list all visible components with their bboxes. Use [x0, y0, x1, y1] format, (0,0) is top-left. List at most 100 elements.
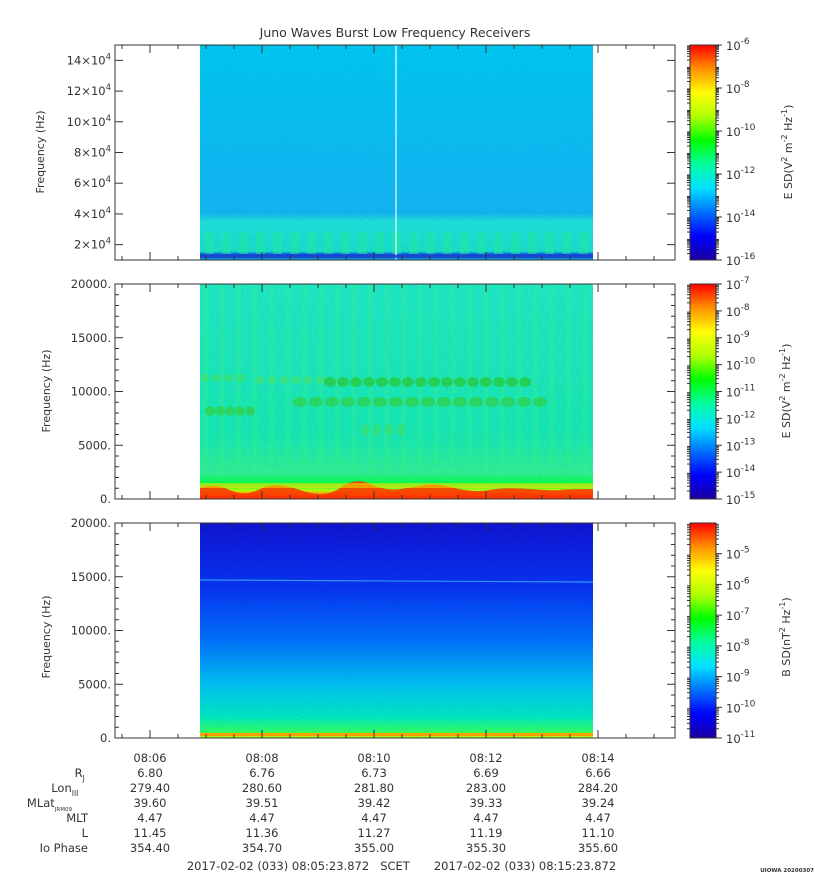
emission-blob: [293, 397, 307, 407]
ephemeris-value: 11.19: [470, 826, 503, 840]
panel-3: 0. 5000. 10000. 15000. 20000. Frequency (Hz)…: [40, 516, 793, 746]
emission-blob: [376, 377, 388, 387]
scet-label: SCET: [380, 859, 411, 873]
ephemeris-value: 11.45: [134, 826, 167, 840]
emission-blob: [385, 424, 393, 436]
ephemeris-value: 11.10: [582, 826, 615, 840]
ephemeris-value: 355.30: [466, 841, 506, 855]
y-tick-label: 15000.: [71, 331, 111, 345]
harmonic-stripe: [579, 232, 588, 254]
colorbar-tick-label: 10-10: [726, 699, 756, 715]
emission-blob: [309, 397, 323, 407]
scet-line: 2017-02-02 (033) 08:05:23.872 SCET 2017-…: [187, 859, 616, 873]
time-tick-label: 08:08: [245, 751, 278, 765]
panel-3-noise: [200, 523, 593, 738]
ephemeris-value: 39.60: [134, 796, 167, 810]
emission-blob: [397, 424, 405, 436]
emission-blob: [315, 376, 325, 384]
vertical-streak: [533, 284, 538, 474]
emission-blob: [373, 397, 387, 407]
emission-blob: [245, 406, 255, 416]
harmonic-stripe: [460, 232, 469, 254]
panel-1-colorbar-label: E SD(V2 m-2 Hz-1): [780, 105, 795, 200]
ephemeris-value: 4.47: [361, 811, 387, 825]
ephemeris-value: 4.47: [137, 811, 163, 825]
harmonic-stripe: [545, 232, 554, 254]
y-tick-label: 20000.: [71, 277, 111, 291]
emission-blob: [267, 376, 277, 384]
vertical-streak: [219, 284, 225, 474]
colorbar-tick-label: 10-11: [726, 384, 755, 400]
emission-blob: [421, 397, 435, 407]
ephemeris-value: 39.42: [358, 796, 391, 810]
ephemeris-value: 283.00: [466, 781, 506, 795]
emission-blob: [405, 397, 419, 407]
ephemeris-value: 11.36: [246, 826, 279, 840]
emission-blob: [469, 397, 483, 407]
ephemeris-value: 354.70: [242, 841, 282, 855]
ephemeris-value: 280.60: [242, 781, 282, 795]
y-tick-label: 12×104: [67, 83, 111, 98]
ephemeris-value: 354.40: [130, 841, 170, 855]
colorbar-tick-label: 10-10: [726, 357, 756, 373]
ephemeris-value: 4.47: [585, 811, 611, 825]
emission-blob: [212, 374, 222, 382]
panel-2-noise: [200, 284, 593, 499]
narrowband-line: [199, 579, 594, 583]
y-tick-label: 10×104: [67, 114, 111, 129]
ephemeris-row-label: L: [82, 826, 89, 840]
harmonic-stripe: [528, 232, 537, 254]
emission-blob: [361, 424, 369, 436]
time-tick-label: 08:10: [357, 751, 390, 765]
harmonic-stripe: [324, 232, 333, 254]
colorbar-tick-label: 10-6: [726, 37, 750, 53]
emission-blob: [437, 397, 451, 407]
emission-blob: [363, 377, 375, 387]
ephemeris-value: 6.66: [585, 766, 611, 780]
emission-blob: [200, 374, 210, 382]
harmonic-stripe: [222, 232, 231, 254]
colorbar-tick-label: 10-9: [726, 669, 750, 685]
emission-blob: [517, 397, 531, 407]
ephemeris-value: 6.73: [361, 766, 387, 780]
emission-blob: [441, 377, 453, 387]
emission-blob: [341, 397, 355, 407]
panel-1-ylabel: Frequency (Hz): [34, 111, 47, 194]
colorbar-tick-label: 10-13: [726, 437, 755, 453]
colorbar-tick-label: 10-10: [726, 123, 756, 139]
emission-blob: [373, 424, 381, 436]
y-tick-label: 8×104: [74, 145, 111, 160]
panel-1-colorbar: [689, 44, 717, 261]
colorbar-tick-label: 10-8: [726, 80, 750, 96]
emission-blob: [303, 376, 313, 384]
ephemeris-value: 279.40: [130, 781, 170, 795]
emission-blob: [402, 377, 414, 387]
harmonic-stripe: [341, 232, 350, 254]
ephemeris-value: 6.76: [249, 766, 275, 780]
ephemeris-value: 39.51: [246, 796, 279, 810]
harmonic-stripe: [477, 232, 486, 254]
emission-blob: [533, 397, 547, 407]
colorbar-tick-label: 10-15: [726, 491, 755, 507]
low-frequency-band: [200, 481, 593, 499]
emission-blob: [389, 377, 401, 387]
ephemeris-value: 6.69: [473, 766, 499, 780]
harmonic-stripe: [256, 232, 265, 254]
emission-blob: [224, 374, 234, 382]
panel-2-colorbar-label: E SD(V2 m-2 Hz-1): [778, 344, 793, 439]
scet-end: 2017-02-02 (033) 08:15:23.872: [434, 859, 616, 873]
emission-blob: [357, 397, 371, 407]
y-tick-label: 10000.: [71, 624, 111, 638]
emission-blob: [480, 377, 492, 387]
panel-2: 0. 5000. 10000. 15000. 20000. Frequency (Hz)…: [40, 276, 793, 507]
emission-blob: [291, 376, 301, 384]
emission-blob: [415, 377, 427, 387]
harmonic-stripe: [443, 232, 452, 254]
vertical-streak: [566, 284, 571, 474]
ephemeris-row-label: LonIII: [51, 781, 78, 798]
emission-blob: [493, 377, 505, 387]
colorbar-tick-label: 10-7: [726, 607, 750, 623]
y-tick-label: 0.: [100, 492, 111, 506]
emission-blob: [389, 397, 403, 407]
